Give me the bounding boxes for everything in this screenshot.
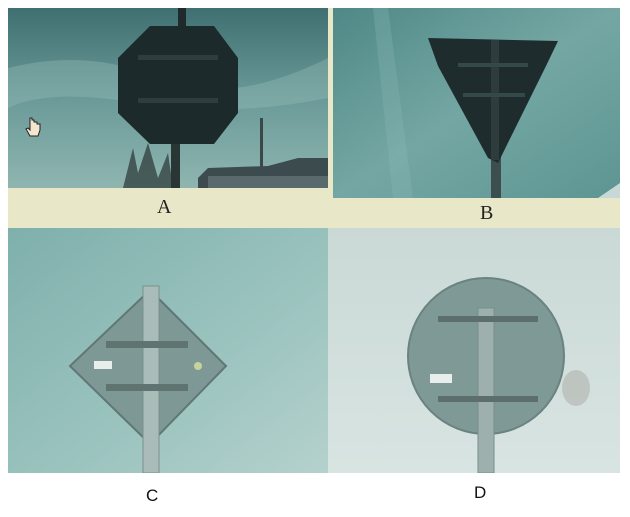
photo-c-diamond-sign bbox=[8, 228, 328, 473]
label-c: C bbox=[146, 486, 159, 505]
label-b: B bbox=[480, 202, 494, 224]
photo-a-octagon-sign bbox=[8, 8, 328, 188]
photo-d-round-sign bbox=[328, 228, 620, 473]
triangle-sign-image bbox=[333, 8, 620, 198]
octagon-sign-image bbox=[8, 8, 328, 188]
label-d: D bbox=[474, 483, 487, 502]
hand-cursor-icon bbox=[25, 117, 41, 137]
photo-b-triangle-sign bbox=[333, 8, 620, 198]
round-sign-image bbox=[328, 228, 620, 473]
photo-grid bbox=[8, 8, 620, 473]
octagon-sign bbox=[118, 26, 238, 144]
label-a: A bbox=[157, 196, 172, 218]
diamond-sign-image bbox=[8, 228, 328, 473]
